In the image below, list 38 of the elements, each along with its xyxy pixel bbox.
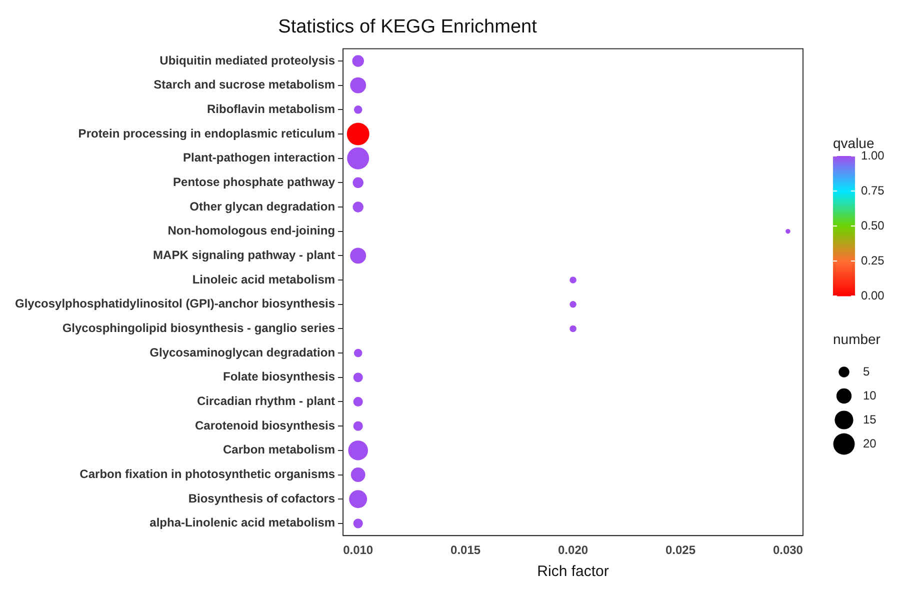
y-tick-label: Folate biosynthesis <box>223 370 336 384</box>
legend-label: 15 <box>863 412 877 426</box>
y-tick-label: Glycosylphosphatidylinositol (GPI)-anchor biosynthesis <box>15 296 336 311</box>
color-bar-label: 0.75 <box>861 183 885 198</box>
y-tick-label: Linoleic acid metabolism <box>192 272 336 286</box>
y-tick-label: Other glycan degradation <box>190 199 336 214</box>
color-bar-title: qvalue <box>833 135 874 151</box>
x-tick-label: 0.030 <box>772 543 804 558</box>
x-tick-label: 0.010 <box>343 543 374 558</box>
y-tick-label: Glycosaminoglycan degradation <box>150 345 336 360</box>
x-tick-label: 0.015 <box>450 543 481 558</box>
x-tick-label: 0.025 <box>665 543 696 558</box>
color-bar-label: 0.50 <box>861 218 885 232</box>
x-tick-label: 0.020 <box>558 543 588 558</box>
y-tick-label: Carotenoid biosynthesis <box>195 418 336 432</box>
y-tick-label: Non-homologous end-joining <box>168 224 336 238</box>
x-axis-title: Rich factor <box>537 563 609 580</box>
y-tick-label: Starch and sucrose metabolism <box>154 78 336 92</box>
legend-label: 10 <box>863 388 877 402</box>
y-tick-label: MAPK signaling pathway - plant <box>153 248 336 262</box>
y-tick-label: Pentose phosphate pathway <box>173 174 336 189</box>
y-tick-label: Ubiquitin mediated proteolysis <box>160 53 336 68</box>
color-bar-label: 0.25 <box>861 253 885 268</box>
y-tick-label: alpha-Linolenic acid metabolism <box>150 516 336 530</box>
color-bar-label: 0.00 <box>861 288 885 302</box>
y-tick-label: Riboflavin metabolism <box>207 102 336 116</box>
y-tick-label: Biosynthesis of cofactors <box>188 491 336 506</box>
y-tick-label: Plant-pathogen interaction <box>183 150 336 165</box>
legend-label: 20 <box>863 436 877 450</box>
chart-title: Statistics of KEGG Enrichment <box>278 16 538 38</box>
y-tick-label: Glycosphingolipid biosynthesis - ganglio series <box>62 321 336 336</box>
legend-label: 5 <box>863 364 870 378</box>
y-tick-label: Protein processing in endoplasmic reticulum <box>78 126 336 140</box>
y-tick-label: Circadian rhythm - plant <box>197 394 336 408</box>
legend-title: number <box>833 331 881 347</box>
y-tick-label: Carbon metabolism <box>223 442 336 457</box>
y-tick-label: Carbon fixation in photosynthetic organisms <box>80 467 336 482</box>
color-bar-label: 1.00 <box>861 148 885 162</box>
